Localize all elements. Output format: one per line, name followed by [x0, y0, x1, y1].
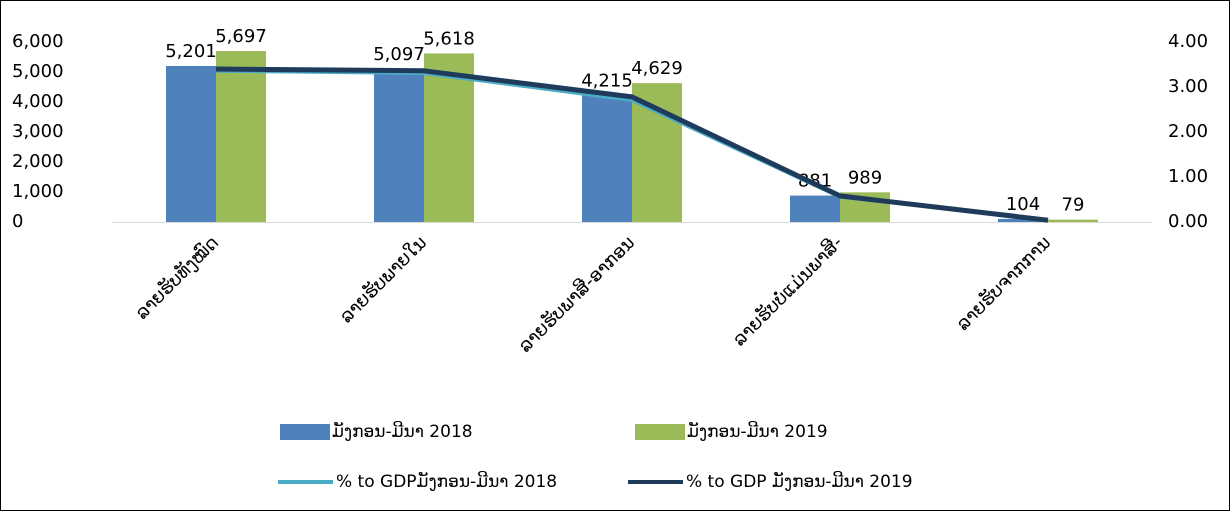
y-tick-label: 4,000 — [12, 91, 64, 112]
bar — [1048, 219, 1098, 222]
data-label: 5,618 — [423, 28, 475, 49]
y2-tick-label: 0.00 — [1168, 211, 1208, 232]
data-label: 5,697 — [215, 26, 267, 47]
y-tick-label: 0 — [12, 211, 23, 232]
bar — [424, 53, 474, 223]
y2-tick-label: 1.00 — [1168, 166, 1208, 187]
bar — [998, 218, 1048, 222]
y-tick-label: 3,000 — [12, 121, 64, 142]
data-label: 4,629 — [631, 58, 683, 79]
legend-label: % to GDPມັງກອນ-ມີນາ 2018 — [336, 470, 557, 492]
y-tick-label: 5,000 — [12, 61, 64, 82]
data-label: 5,201 — [165, 41, 217, 62]
bar — [374, 69, 424, 222]
y-tick-label: 2,000 — [12, 151, 64, 172]
y2-tick-label: 2.00 — [1168, 121, 1208, 142]
legend-swatch — [280, 424, 330, 440]
bar — [582, 95, 632, 222]
bar — [166, 65, 216, 222]
data-label: 104 — [1006, 194, 1040, 215]
data-label: 5,097 — [373, 44, 425, 65]
line — [215, 66, 1049, 223]
y2-tick-label: 4.00 — [1168, 31, 1208, 52]
legend-label: % to GDP ມັງກອນ-ມີນາ 2019 — [686, 470, 913, 492]
y-tick-label: 6,000 — [12, 31, 64, 52]
bar — [790, 195, 840, 222]
y-tick-label: 1,000 — [12, 181, 64, 202]
legend-label: ມັງກອນ-ມີນາ 2019 — [687, 420, 828, 442]
data-label: 79 — [1062, 195, 1085, 216]
y2-tick-label: 3.00 — [1168, 76, 1208, 97]
data-label: 4,215 — [581, 71, 633, 92]
legend-label: ມັງກອນ-ມີນາ 2018 — [332, 420, 473, 442]
bar — [216, 51, 266, 223]
legend-swatch — [635, 424, 685, 440]
data-label: 989 — [848, 167, 882, 188]
